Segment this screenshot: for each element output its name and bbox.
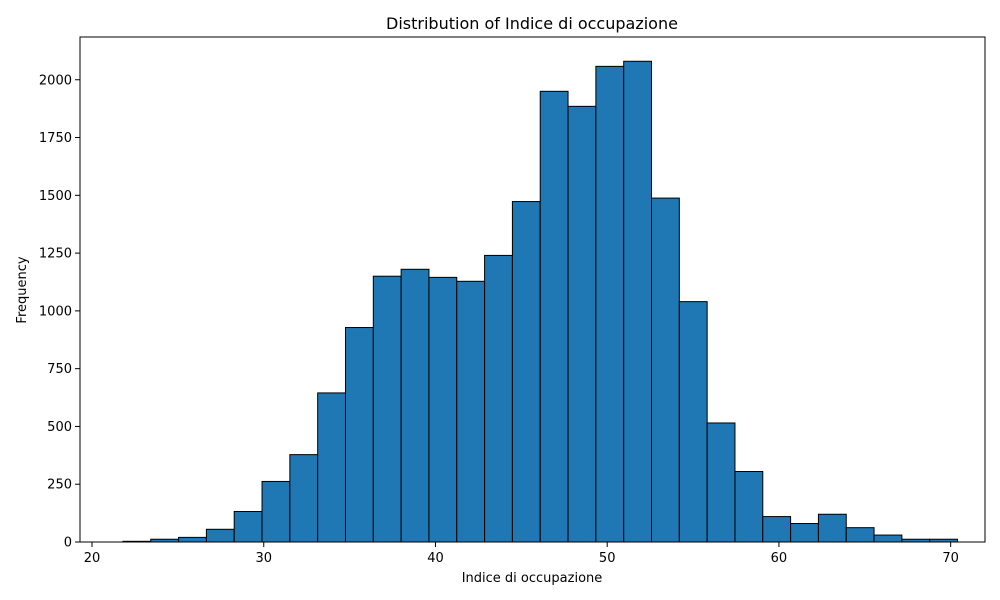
histogram-bar xyxy=(845,527,875,543)
histogram-bar xyxy=(734,471,764,543)
histogram-bar xyxy=(484,254,513,543)
y-axis-label: Frequency xyxy=(15,256,30,323)
histogram-bar xyxy=(511,201,541,543)
histogram-bar xyxy=(706,422,736,543)
histogram-bar xyxy=(873,534,903,543)
histogram-bar xyxy=(762,516,792,543)
x-tick-label: 40 xyxy=(427,551,444,566)
histogram-bar xyxy=(456,280,486,543)
chart-title: Distribution of Indice di occupazione xyxy=(386,14,678,33)
histogram-bar xyxy=(623,60,653,543)
histogram-bar xyxy=(567,105,597,543)
plot-frame xyxy=(79,36,986,543)
x-axis: 20 30 40 50 60 70 xyxy=(84,542,959,566)
x-tick-label: 20 xyxy=(84,551,101,566)
y-tick-label: 1500 xyxy=(39,189,72,204)
y-tick-label: 2000 xyxy=(39,73,72,88)
histogram-bar xyxy=(400,268,430,543)
y-tick-label: 0 xyxy=(64,536,72,551)
histogram-bar xyxy=(651,197,680,543)
y-tick-label: 1750 xyxy=(39,131,72,146)
histogram-bar xyxy=(372,275,402,543)
histogram-bar xyxy=(817,513,847,543)
bars-group xyxy=(122,60,959,543)
y-tick-label: 1250 xyxy=(39,247,72,262)
histogram-bar xyxy=(678,301,708,543)
y-tick-label: 250 xyxy=(47,478,72,493)
y-axis: 0 250 500 750 1000 1250 1500 1750 2000 xyxy=(39,73,80,551)
x-tick-label: 70 xyxy=(942,551,959,566)
histogram-bar xyxy=(428,276,458,543)
histogram-bar xyxy=(317,392,346,543)
y-tick-label: 500 xyxy=(47,420,72,435)
x-tick-label: 60 xyxy=(771,551,788,566)
histogram-bar xyxy=(178,536,207,543)
x-tick-label: 30 xyxy=(255,551,272,566)
histogram-bar xyxy=(539,90,569,543)
histogram-bar xyxy=(289,454,319,543)
x-axis-label: Indice di occupazione xyxy=(462,571,603,586)
histogram-bar xyxy=(205,528,235,543)
histogram-bar xyxy=(790,523,819,543)
y-tick-label: 1000 xyxy=(39,304,72,319)
histogram-bar xyxy=(261,480,291,543)
histogram-bar xyxy=(344,327,374,543)
x-tick-label: 50 xyxy=(599,551,616,566)
y-tick-label: 750 xyxy=(47,362,72,377)
histogram-bar xyxy=(595,65,625,543)
histogram-bar xyxy=(233,510,263,543)
